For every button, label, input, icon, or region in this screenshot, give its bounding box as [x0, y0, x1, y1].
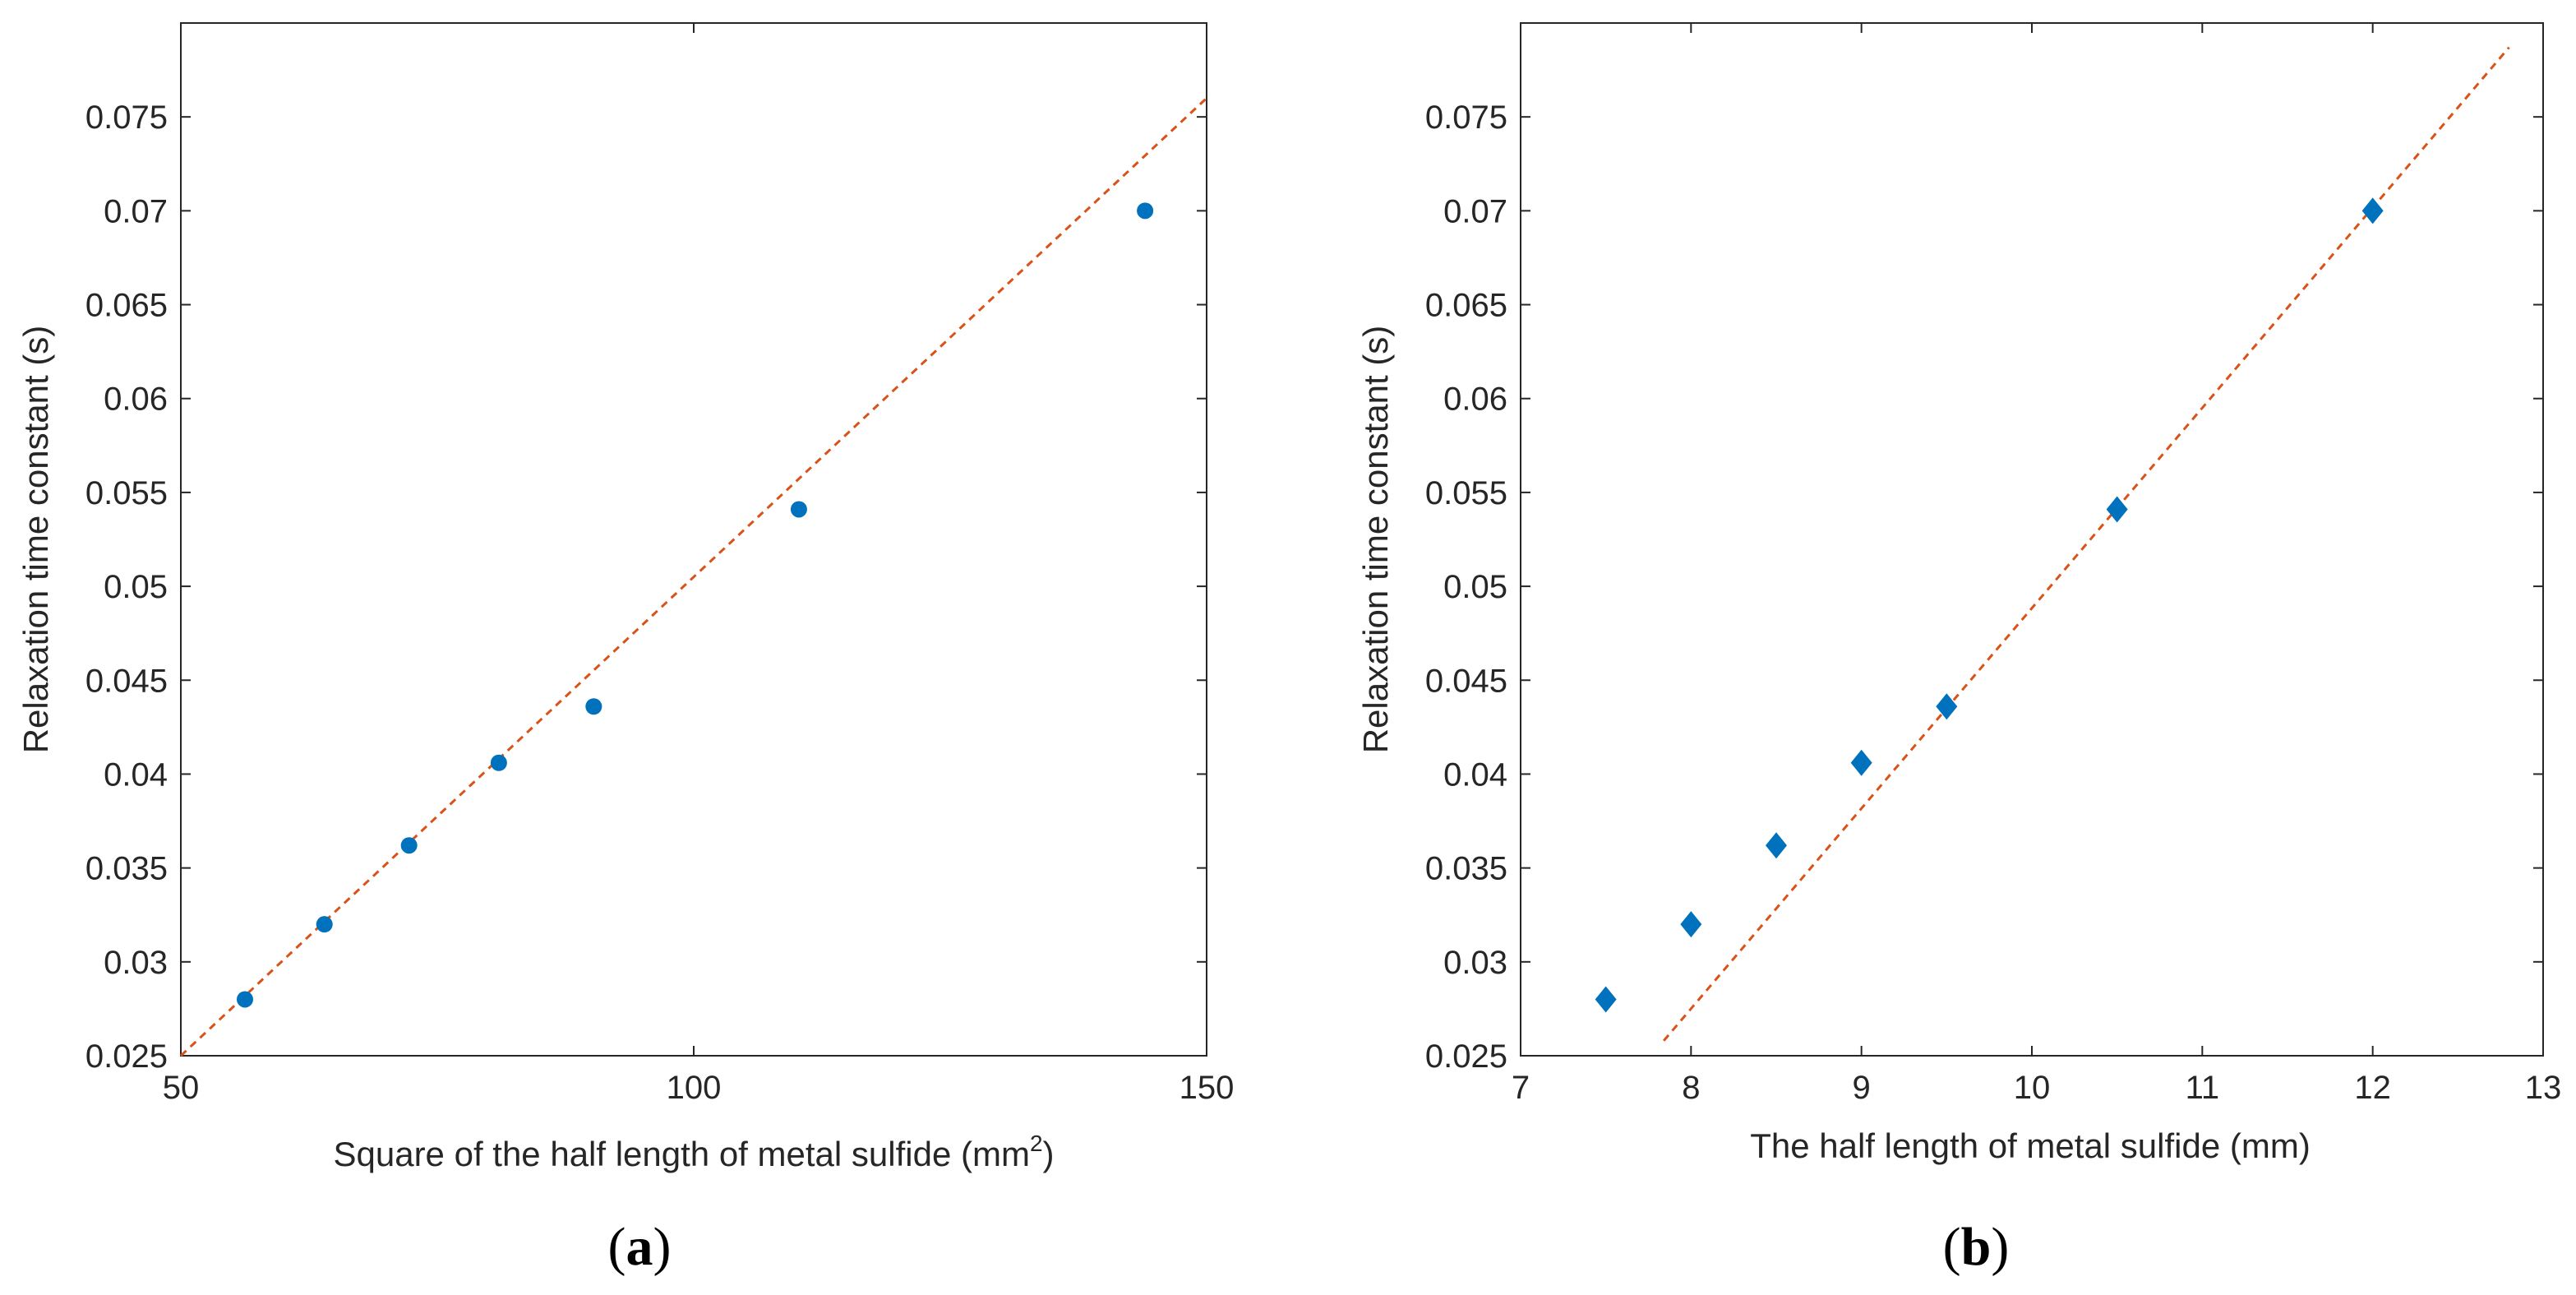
y-tick-label-b: 0.025 [1425, 1038, 1507, 1075]
data-points-b [1595, 197, 2384, 1013]
x-axis-label-a-end: ) [1043, 1135, 1055, 1173]
x-axis-label-a: Square of the half length of metal sulfi… [333, 1131, 1054, 1173]
y-tick-label-b: 0.07 [1443, 193, 1507, 229]
y-ticks-b: 0.025 0.03 0.035 0.04 0.045 0.05 0.055 0.06 0.06… [1425, 99, 2543, 1075]
y-tick-label-a: 0.035 [85, 851, 168, 887]
y-tick-label-a: 0.03 [104, 945, 168, 981]
x-tick-label-b: 9 [1853, 1070, 1871, 1106]
x-tick-label-b: 13 [2525, 1070, 2562, 1106]
data-point-b [1766, 832, 1787, 859]
y-tick-label-b: 0.035 [1425, 851, 1507, 887]
y-axis-label-a: Relaxation time constant (s) [16, 326, 55, 754]
data-point-a [316, 916, 333, 933]
y-tick-label-b: 0.03 [1443, 945, 1507, 981]
panel-label-b-close: ) [1991, 1217, 2009, 1277]
y-tick-label-b: 0.06 [1443, 382, 1507, 418]
x-tick-label-b: 11 [2186, 1070, 2220, 1106]
panel-a: 0.025 0.03 0.035 0.04 0.045 0.05 0.055 0.06 0.06… [16, 22, 1235, 1277]
x-ticks-b: 7 8 9 10 11 12 13 [1512, 23, 2561, 1106]
panel-b: 0.025 0.03 0.035 0.04 0.045 0.05 0.055 0.06 0.06… [1356, 22, 2561, 1277]
y-tick-label-b: 0.045 [1425, 663, 1507, 699]
panel-label-b-letter: b [1961, 1217, 1992, 1277]
fit-line-a [179, 97, 1208, 1057]
data-point-a [490, 754, 507, 771]
panel-label-b-open: ( [1943, 1217, 1961, 1277]
data-point-a [400, 837, 418, 854]
x-tick-label-a: 100 [667, 1070, 722, 1106]
data-point-a [790, 501, 807, 518]
y-tick-label-b: 0.065 [1425, 288, 1507, 324]
x-tick-label-b: 10 [2014, 1070, 2051, 1106]
data-points-a [237, 202, 1154, 1008]
y-tick-label-a: 0.025 [85, 1038, 168, 1075]
y-tick-label-a: 0.045 [85, 663, 168, 699]
x-axis-label-a-sup: 2 [1030, 1131, 1043, 1156]
x-axis-label-a-main: Square of the half length of metal sulfi… [333, 1135, 1029, 1173]
y-tick-label-a: 0.05 [104, 569, 168, 605]
data-point-b [1936, 693, 1958, 720]
y-axis-label-b: Relaxation time constant (s) [1356, 326, 1395, 754]
x-tick-label-a: 50 [163, 1070, 200, 1106]
axes-box-a [180, 22, 1207, 1057]
x-axis-label-b: The half length of metal sulfide (mm) [1750, 1126, 2311, 1165]
y-tick-label-a: 0.04 [104, 756, 168, 793]
fit-line-b [1663, 46, 2510, 1042]
data-point-a [1137, 202, 1154, 220]
panel-label-b: (b) [1943, 1217, 2010, 1277]
data-point-b [1850, 749, 1872, 776]
panel-label-a-close: ) [653, 1217, 672, 1277]
y-tick-label-a: 0.07 [104, 193, 168, 229]
data-point-b [1595, 986, 1617, 1013]
y-tick-label-a: 0.065 [85, 288, 168, 324]
y-tick-label-a: 0.06 [104, 382, 168, 418]
data-point-a [585, 698, 602, 715]
panel-label-a-open: ( [608, 1217, 626, 1277]
y-tick-label-a: 0.075 [85, 99, 168, 136]
x-tick-label-b: 12 [2354, 1070, 2391, 1106]
panel-label-a-letter: a [626, 1217, 653, 1277]
x-tick-label-a: 150 [1180, 1070, 1235, 1106]
y-ticks-a: 0.025 0.03 0.035 0.04 0.045 0.05 0.055 0.06 0.06… [85, 99, 1207, 1075]
panel-label-a: (a) [608, 1217, 672, 1277]
data-point-b [2361, 197, 2384, 224]
data-point-b [2106, 496, 2128, 523]
data-point-a [237, 991, 253, 1008]
y-tick-label-b: 0.04 [1443, 756, 1507, 793]
x-ticks-a: 50 100 150 [163, 23, 1235, 1106]
y-tick-label-b: 0.075 [1425, 99, 1507, 136]
y-tick-label-a: 0.055 [85, 475, 168, 511]
y-tick-label-b: 0.055 [1425, 475, 1507, 511]
data-point-b [1680, 911, 1702, 938]
y-tick-label-b: 0.05 [1443, 569, 1507, 605]
x-tick-label-b: 8 [1682, 1070, 1700, 1106]
axes-box-b [1520, 22, 2544, 1057]
x-tick-label-b: 7 [1512, 1070, 1530, 1106]
